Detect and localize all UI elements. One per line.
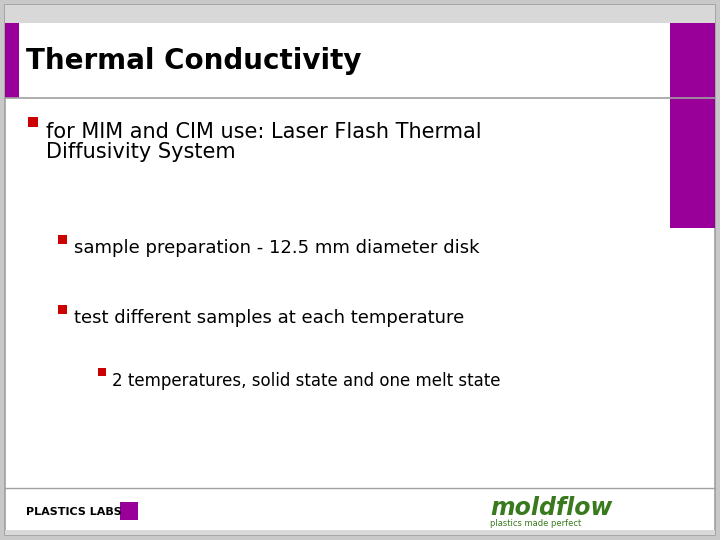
Bar: [5, 23, 715, 98]
Text: moldflow: moldflow: [490, 496, 613, 520]
Bar: [120, 502, 138, 520]
Bar: [5, 23, 19, 98]
Text: 2 temperatures, solid state and one melt state: 2 temperatures, solid state and one melt…: [112, 372, 500, 390]
Bar: [670, 98, 715, 228]
Bar: [58, 305, 67, 314]
Text: for MIM and CIM use: Laser Flash Thermal: for MIM and CIM use: Laser Flash Thermal: [46, 122, 482, 142]
Text: plastics made perfect: plastics made perfect: [490, 519, 581, 529]
Bar: [28, 117, 38, 127]
Bar: [5, 5, 715, 23]
Text: sample preparation - 12.5 mm diameter disk: sample preparation - 12.5 mm diameter di…: [74, 239, 480, 257]
Text: PLASTICS LABS: PLASTICS LABS: [26, 507, 122, 517]
Bar: [58, 235, 67, 244]
Bar: [670, 23, 715, 98]
Bar: [5, 530, 715, 535]
Text: Diffusivity System: Diffusivity System: [46, 142, 235, 162]
Text: Thermal Conductivity: Thermal Conductivity: [26, 47, 361, 75]
Text: test different samples at each temperature: test different samples at each temperatu…: [74, 309, 464, 327]
Bar: [98, 368, 106, 376]
